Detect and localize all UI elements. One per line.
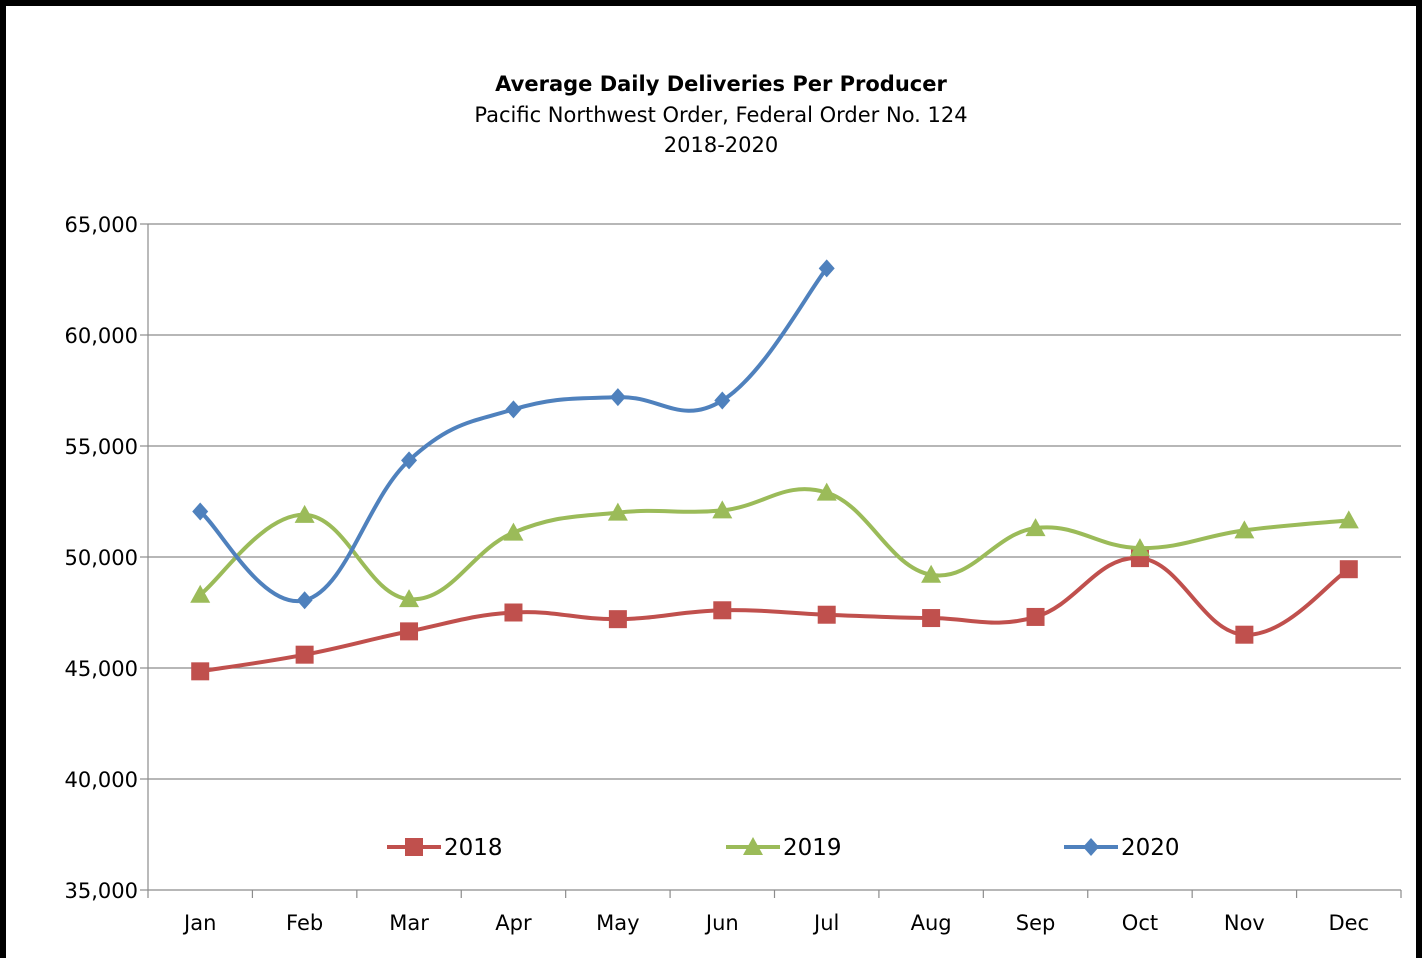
x-tick-label: Apr — [495, 911, 532, 935]
series-line-2020 — [198, 267, 829, 604]
data-point-2018 — [713, 601, 732, 620]
data-point-2019 — [816, 482, 837, 501]
data-point-2019 — [190, 584, 211, 603]
data-point-2018 — [504, 603, 523, 622]
x-tick-label: Mar — [389, 911, 429, 935]
data-point-2019 — [399, 589, 420, 608]
legend-label: 2019 — [783, 835, 842, 861]
chart-subtitle-line-2: 2018-2020 — [664, 133, 778, 157]
data-point-2019 — [1234, 520, 1255, 539]
x-tick-label: Jan — [182, 911, 216, 935]
legend-label: 2020 — [1121, 835, 1180, 861]
chart-title: Average Daily Deliveries Per Producer — [495, 72, 947, 96]
data-point-2019 — [1025, 518, 1046, 537]
data-point-2018 — [1339, 560, 1358, 579]
data-point-2019 — [1129, 538, 1150, 557]
data-point-2019 — [712, 500, 733, 519]
legend: 2018 2019 2020 — [387, 835, 1180, 861]
x-tick-label: Jun — [704, 911, 739, 935]
data-point-2019 — [294, 504, 315, 523]
data-point-2020 — [401, 451, 418, 470]
x-tick-label: Aug — [911, 911, 952, 935]
legend-swatch-marker — [405, 838, 423, 856]
data-point-2018 — [922, 609, 941, 628]
data-point-2020 — [296, 591, 313, 610]
data-point-2020 — [714, 391, 731, 410]
legend-swatch-marker — [743, 837, 763, 855]
data-point-2020 — [192, 502, 209, 521]
x-tick-label: Sep — [1016, 911, 1056, 935]
x-tick-label: Feb — [286, 911, 323, 935]
axes: 35,000 40,000 45,000 50,000 55,000 60,000 65,0… — [65, 213, 1402, 935]
chart-subtitle-line-1: Pacific Northwest Order, Federal Order N… — [474, 103, 967, 127]
data-point-2018 — [608, 610, 627, 629]
data-point-2018 — [191, 662, 210, 681]
y-tick-label: 35,000 — [65, 879, 138, 903]
x-tick-label: Oct — [1122, 911, 1158, 935]
legend-item-2019: 2019 — [726, 835, 842, 861]
x-tick-label: May — [596, 911, 639, 935]
y-tick-label: 60,000 — [65, 324, 138, 348]
legend-item-2018: 2018 — [387, 835, 503, 861]
x-tick-label: Nov — [1224, 911, 1265, 935]
data-point-2020 — [818, 259, 835, 278]
x-tick-label: Jul — [812, 911, 839, 935]
data-point-2018 — [817, 605, 836, 624]
series-2019 — [190, 482, 1359, 608]
data-point-2019 — [607, 502, 628, 521]
y-tick-label: 55,000 — [65, 435, 138, 459]
data-point-2018 — [400, 622, 419, 641]
series-2020 — [192, 259, 835, 610]
data-point-2019 — [1338, 510, 1359, 529]
legend-swatch-marker — [1083, 838, 1099, 856]
data-point-2020 — [609, 388, 626, 407]
line-chart: Average Daily Deliveries Per Producer Pa… — [65, 72, 1402, 935]
x-tick-label: Dec — [1328, 911, 1369, 935]
series-line-2019 — [198, 487, 1349, 602]
y-tick-label: 65,000 — [65, 213, 138, 237]
legend-item-2020: 2020 — [1064, 835, 1180, 861]
series-layer — [190, 259, 1359, 681]
y-tick-label: 45,000 — [65, 657, 138, 681]
data-point-2019 — [503, 522, 524, 541]
legend-label: 2018 — [444, 835, 503, 861]
data-point-2018 — [295, 645, 314, 664]
data-point-2018 — [1026, 607, 1045, 626]
y-tick-label: 50,000 — [65, 546, 138, 570]
y-tick-label: 40,000 — [65, 768, 138, 792]
gridlines — [148, 223, 1401, 780]
data-point-2020 — [505, 400, 522, 419]
data-point-2018 — [1235, 625, 1254, 644]
data-point-2019 — [921, 564, 942, 583]
